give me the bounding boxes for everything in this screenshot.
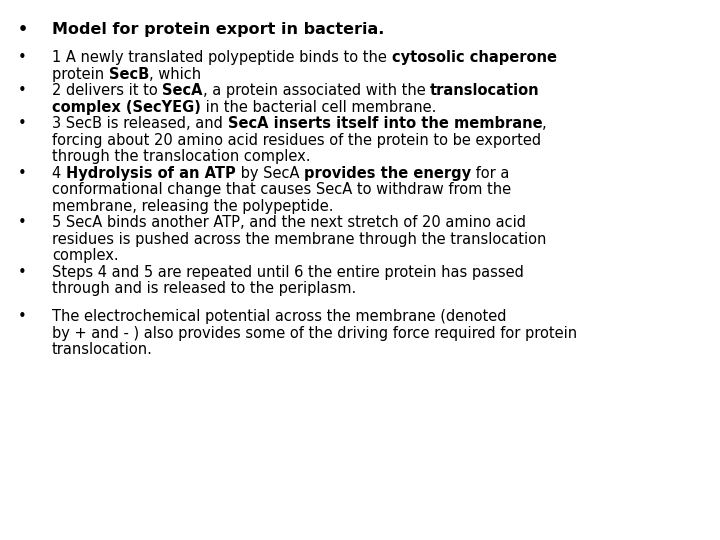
Text: •: •	[18, 50, 27, 65]
Text: by SecA: by SecA	[235, 166, 304, 180]
Text: ,: ,	[542, 116, 546, 131]
Text: in the bacterial cell membrane.: in the bacterial cell membrane.	[201, 99, 436, 114]
Text: membrane, releasing the polypeptide.: membrane, releasing the polypeptide.	[52, 199, 333, 213]
Text: through and is released to the periplasm.: through and is released to the periplasm…	[52, 281, 356, 296]
Text: •: •	[18, 265, 27, 280]
Text: complex.: complex.	[52, 248, 119, 263]
Text: SecA: SecA	[163, 83, 203, 98]
Text: for a: for a	[471, 166, 509, 180]
Text: residues is pushed across the membrane through the translocation: residues is pushed across the membrane t…	[52, 232, 546, 247]
Text: •: •	[18, 309, 27, 324]
Text: translocation: translocation	[431, 83, 540, 98]
Text: 3 SecB is released, and: 3 SecB is released, and	[52, 116, 228, 131]
Text: forcing about 20 amino acid residues of the protein to be exported: forcing about 20 amino acid residues of …	[52, 132, 541, 147]
Text: SecA inserts itself into the membrane: SecA inserts itself into the membrane	[228, 116, 542, 131]
Text: •: •	[18, 166, 27, 180]
Text: Model for protein export in bacteria.: Model for protein export in bacteria.	[52, 22, 384, 37]
Text: through the translocation complex.: through the translocation complex.	[52, 149, 310, 164]
Text: complex (SecYEG): complex (SecYEG)	[52, 99, 201, 114]
Text: 5 SecA binds another ATP, and the next stretch of 20 amino acid: 5 SecA binds another ATP, and the next s…	[52, 215, 526, 230]
Text: 1 A newly translated polypeptide binds to the: 1 A newly translated polypeptide binds t…	[52, 50, 392, 65]
Text: provides the energy: provides the energy	[304, 166, 471, 180]
Text: translocation.: translocation.	[52, 342, 153, 357]
Text: The electrochemical potential across the membrane (denoted: The electrochemical potential across the…	[52, 309, 506, 324]
Text: cytosolic chaperone: cytosolic chaperone	[392, 50, 557, 65]
Text: , a protein associated with the: , a protein associated with the	[203, 83, 431, 98]
Text: •: •	[18, 215, 27, 230]
Text: SecB: SecB	[109, 66, 149, 82]
Text: •: •	[18, 22, 28, 37]
Text: •: •	[18, 116, 27, 131]
Text: •: •	[18, 83, 27, 98]
Text: protein: protein	[52, 66, 109, 82]
Text: , which: , which	[149, 66, 201, 82]
Text: conformational change that causes SecA to withdraw from the: conformational change that causes SecA t…	[52, 182, 511, 197]
Text: Hydrolysis of an ATP: Hydrolysis of an ATP	[66, 166, 235, 180]
Text: by + and - ) also provides some of the driving force required for protein: by + and - ) also provides some of the d…	[52, 326, 577, 341]
Text: Steps 4 and 5 are repeated until 6 the entire protein has passed: Steps 4 and 5 are repeated until 6 the e…	[52, 265, 524, 280]
Text: 4: 4	[52, 166, 66, 180]
Text: 2 delivers it to: 2 delivers it to	[52, 83, 163, 98]
